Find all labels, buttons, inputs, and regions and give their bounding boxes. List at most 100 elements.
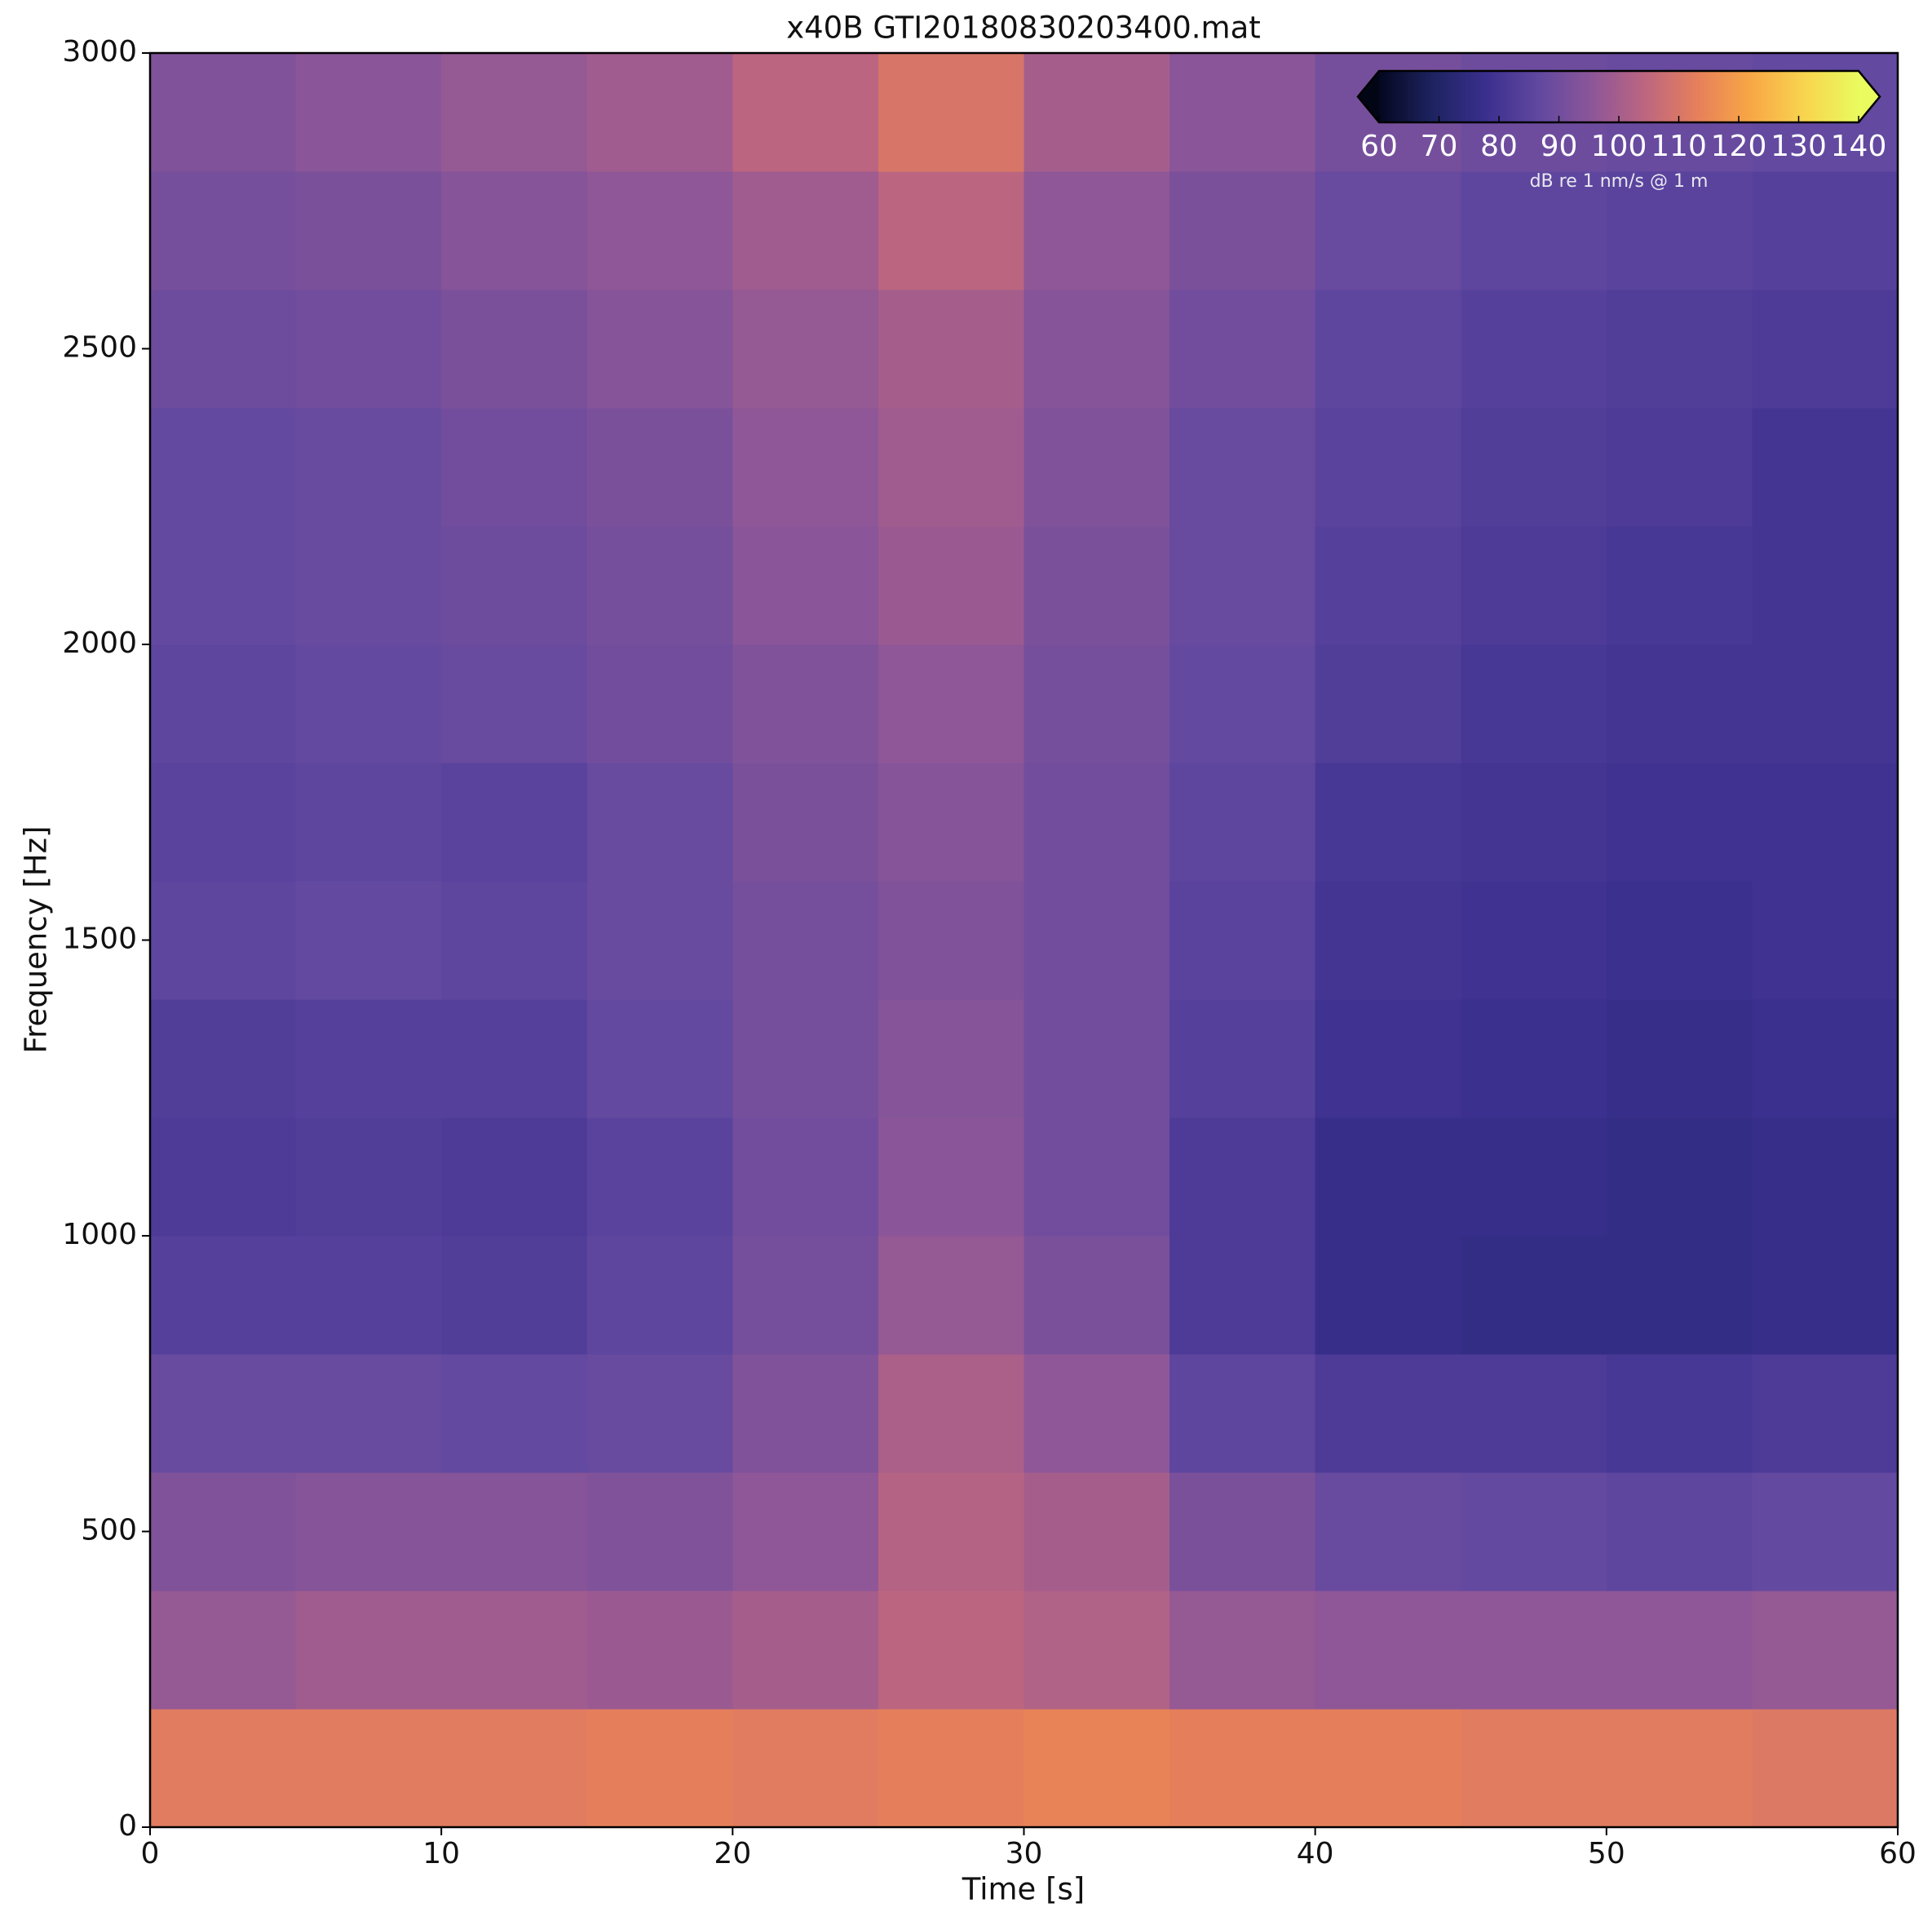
y-axis-label: Frequency [Hz]	[19, 825, 54, 1053]
heatmap-cell	[1752, 171, 1899, 290]
heatmap-cell	[878, 526, 1024, 645]
heatmap-cell	[1606, 171, 1753, 290]
heatmap-cell	[586, 763, 733, 882]
heatmap-cell	[1023, 1472, 1170, 1591]
heatmap-cell	[878, 171, 1024, 290]
heatmap-cell	[1752, 763, 1899, 882]
heatmap-cell	[586, 526, 733, 645]
heatmap-cell	[1169, 290, 1316, 409]
colorbar-tick-label: 140	[1831, 130, 1887, 163]
heatmap-cell	[1606, 1354, 1753, 1473]
y-tick-label: 3000	[62, 35, 137, 69]
heatmap-cell	[1315, 644, 1461, 763]
heatmap-cell	[1606, 763, 1753, 882]
heatmap-cell	[1461, 881, 1607, 1000]
heatmap-cell	[441, 290, 588, 409]
x-tick-label: 30	[1006, 1837, 1043, 1870]
heatmap-cell	[1461, 1472, 1607, 1591]
colorbar-label: dB re 1 nm/s @ 1 m	[1530, 171, 1709, 192]
heatmap-cell	[732, 408, 879, 527]
heatmap-cell	[150, 290, 297, 409]
heatmap-cell	[1315, 171, 1461, 290]
x-tick-label: 60	[1879, 1837, 1917, 1870]
heatmap-cell	[586, 53, 733, 172]
heatmap-cell	[878, 1591, 1024, 1710]
heatmap-cell	[1606, 1472, 1753, 1591]
heatmap-cell	[150, 1354, 297, 1473]
heatmap-cell	[150, 644, 297, 763]
colorbar-extend-over	[1859, 71, 1880, 122]
heatmap-cell	[441, 53, 588, 172]
heatmap-cell	[878, 644, 1024, 763]
heatmap-cell	[1461, 1118, 1607, 1237]
heatmap-cell	[295, 1472, 442, 1591]
x-tick-label: 20	[714, 1837, 751, 1870]
heatmap-cell	[441, 1354, 588, 1473]
heatmap-cell	[1606, 1591, 1753, 1710]
y-tick-label: 1500	[62, 923, 137, 956]
heatmap-cell	[1169, 53, 1316, 172]
heatmap-cell	[150, 1236, 297, 1355]
heatmap-cell	[1752, 408, 1899, 527]
heatmap-cell	[295, 53, 442, 172]
heatmap-cell	[1023, 526, 1170, 645]
heatmap-cell	[1461, 1709, 1607, 1828]
heatmap-cell	[1169, 1354, 1316, 1473]
heatmap-cell	[878, 1354, 1024, 1473]
heatmap-cell	[441, 171, 588, 290]
heatmap-cell	[1315, 1709, 1461, 1828]
heatmap-cell	[441, 881, 588, 1000]
colorbar-tick-label: 80	[1480, 130, 1518, 163]
heatmap-cell	[878, 1236, 1024, 1355]
heatmap-cell	[1315, 1354, 1461, 1473]
heatmap-cell	[1023, 53, 1170, 172]
heatmap-cell	[441, 526, 588, 645]
heatmap-cell	[1461, 1591, 1607, 1710]
heatmap-cell	[1169, 526, 1316, 645]
heatmap-cell	[1461, 1354, 1607, 1473]
heatmap-cell	[441, 763, 588, 882]
heatmap-cell	[732, 1591, 879, 1710]
heatmap-cell	[1752, 1709, 1899, 1828]
heatmap-cell	[1752, 1118, 1899, 1237]
heatmap-cell	[878, 53, 1024, 172]
heatmap-cell	[586, 171, 733, 290]
heatmap-cell	[1461, 526, 1607, 645]
heatmap-cell	[1461, 408, 1607, 527]
heatmap-cell	[1169, 999, 1316, 1118]
heatmap-cell	[1461, 763, 1607, 882]
heatmap-cell	[732, 526, 879, 645]
heatmap-cell	[1169, 1591, 1316, 1710]
heatmap-cell	[1606, 290, 1753, 409]
heatmap-cell	[441, 1236, 588, 1355]
heatmap-cell	[586, 1354, 733, 1473]
heatmap-cell	[586, 999, 733, 1118]
heatmap-cell	[1315, 408, 1461, 527]
heatmap-cell	[441, 1472, 588, 1591]
colorbar-tick-label: 60	[1360, 130, 1398, 163]
heatmap-cell	[878, 1709, 1024, 1828]
heatmap-cell	[1023, 1118, 1170, 1237]
heatmap-cell	[150, 763, 297, 882]
heatmap-cell	[150, 881, 297, 1000]
colorbar-extend-under	[1358, 71, 1379, 122]
heatmap-cell	[1752, 999, 1899, 1118]
heatmap-cell	[295, 763, 442, 882]
heatmap-cell	[878, 763, 1024, 882]
x-tick-label: 50	[1588, 1837, 1625, 1870]
heatmap-cell	[586, 1236, 733, 1355]
heatmap-cell	[1606, 999, 1753, 1118]
heatmap-cell	[586, 1709, 733, 1828]
heatmap-cell	[1169, 763, 1316, 882]
heatmap-cell	[1606, 1709, 1753, 1828]
heatmap-cell	[1606, 881, 1753, 1000]
heatmap-cell	[1752, 1472, 1899, 1591]
heatmap-cell	[295, 408, 442, 527]
heatmap-cell	[441, 644, 588, 763]
heatmap-cell	[150, 171, 297, 290]
heatmap-cell	[1752, 1236, 1899, 1355]
heatmap-cell	[295, 1236, 442, 1355]
heatmap-cell	[1461, 999, 1607, 1118]
heatmap-cell	[1606, 1118, 1753, 1237]
